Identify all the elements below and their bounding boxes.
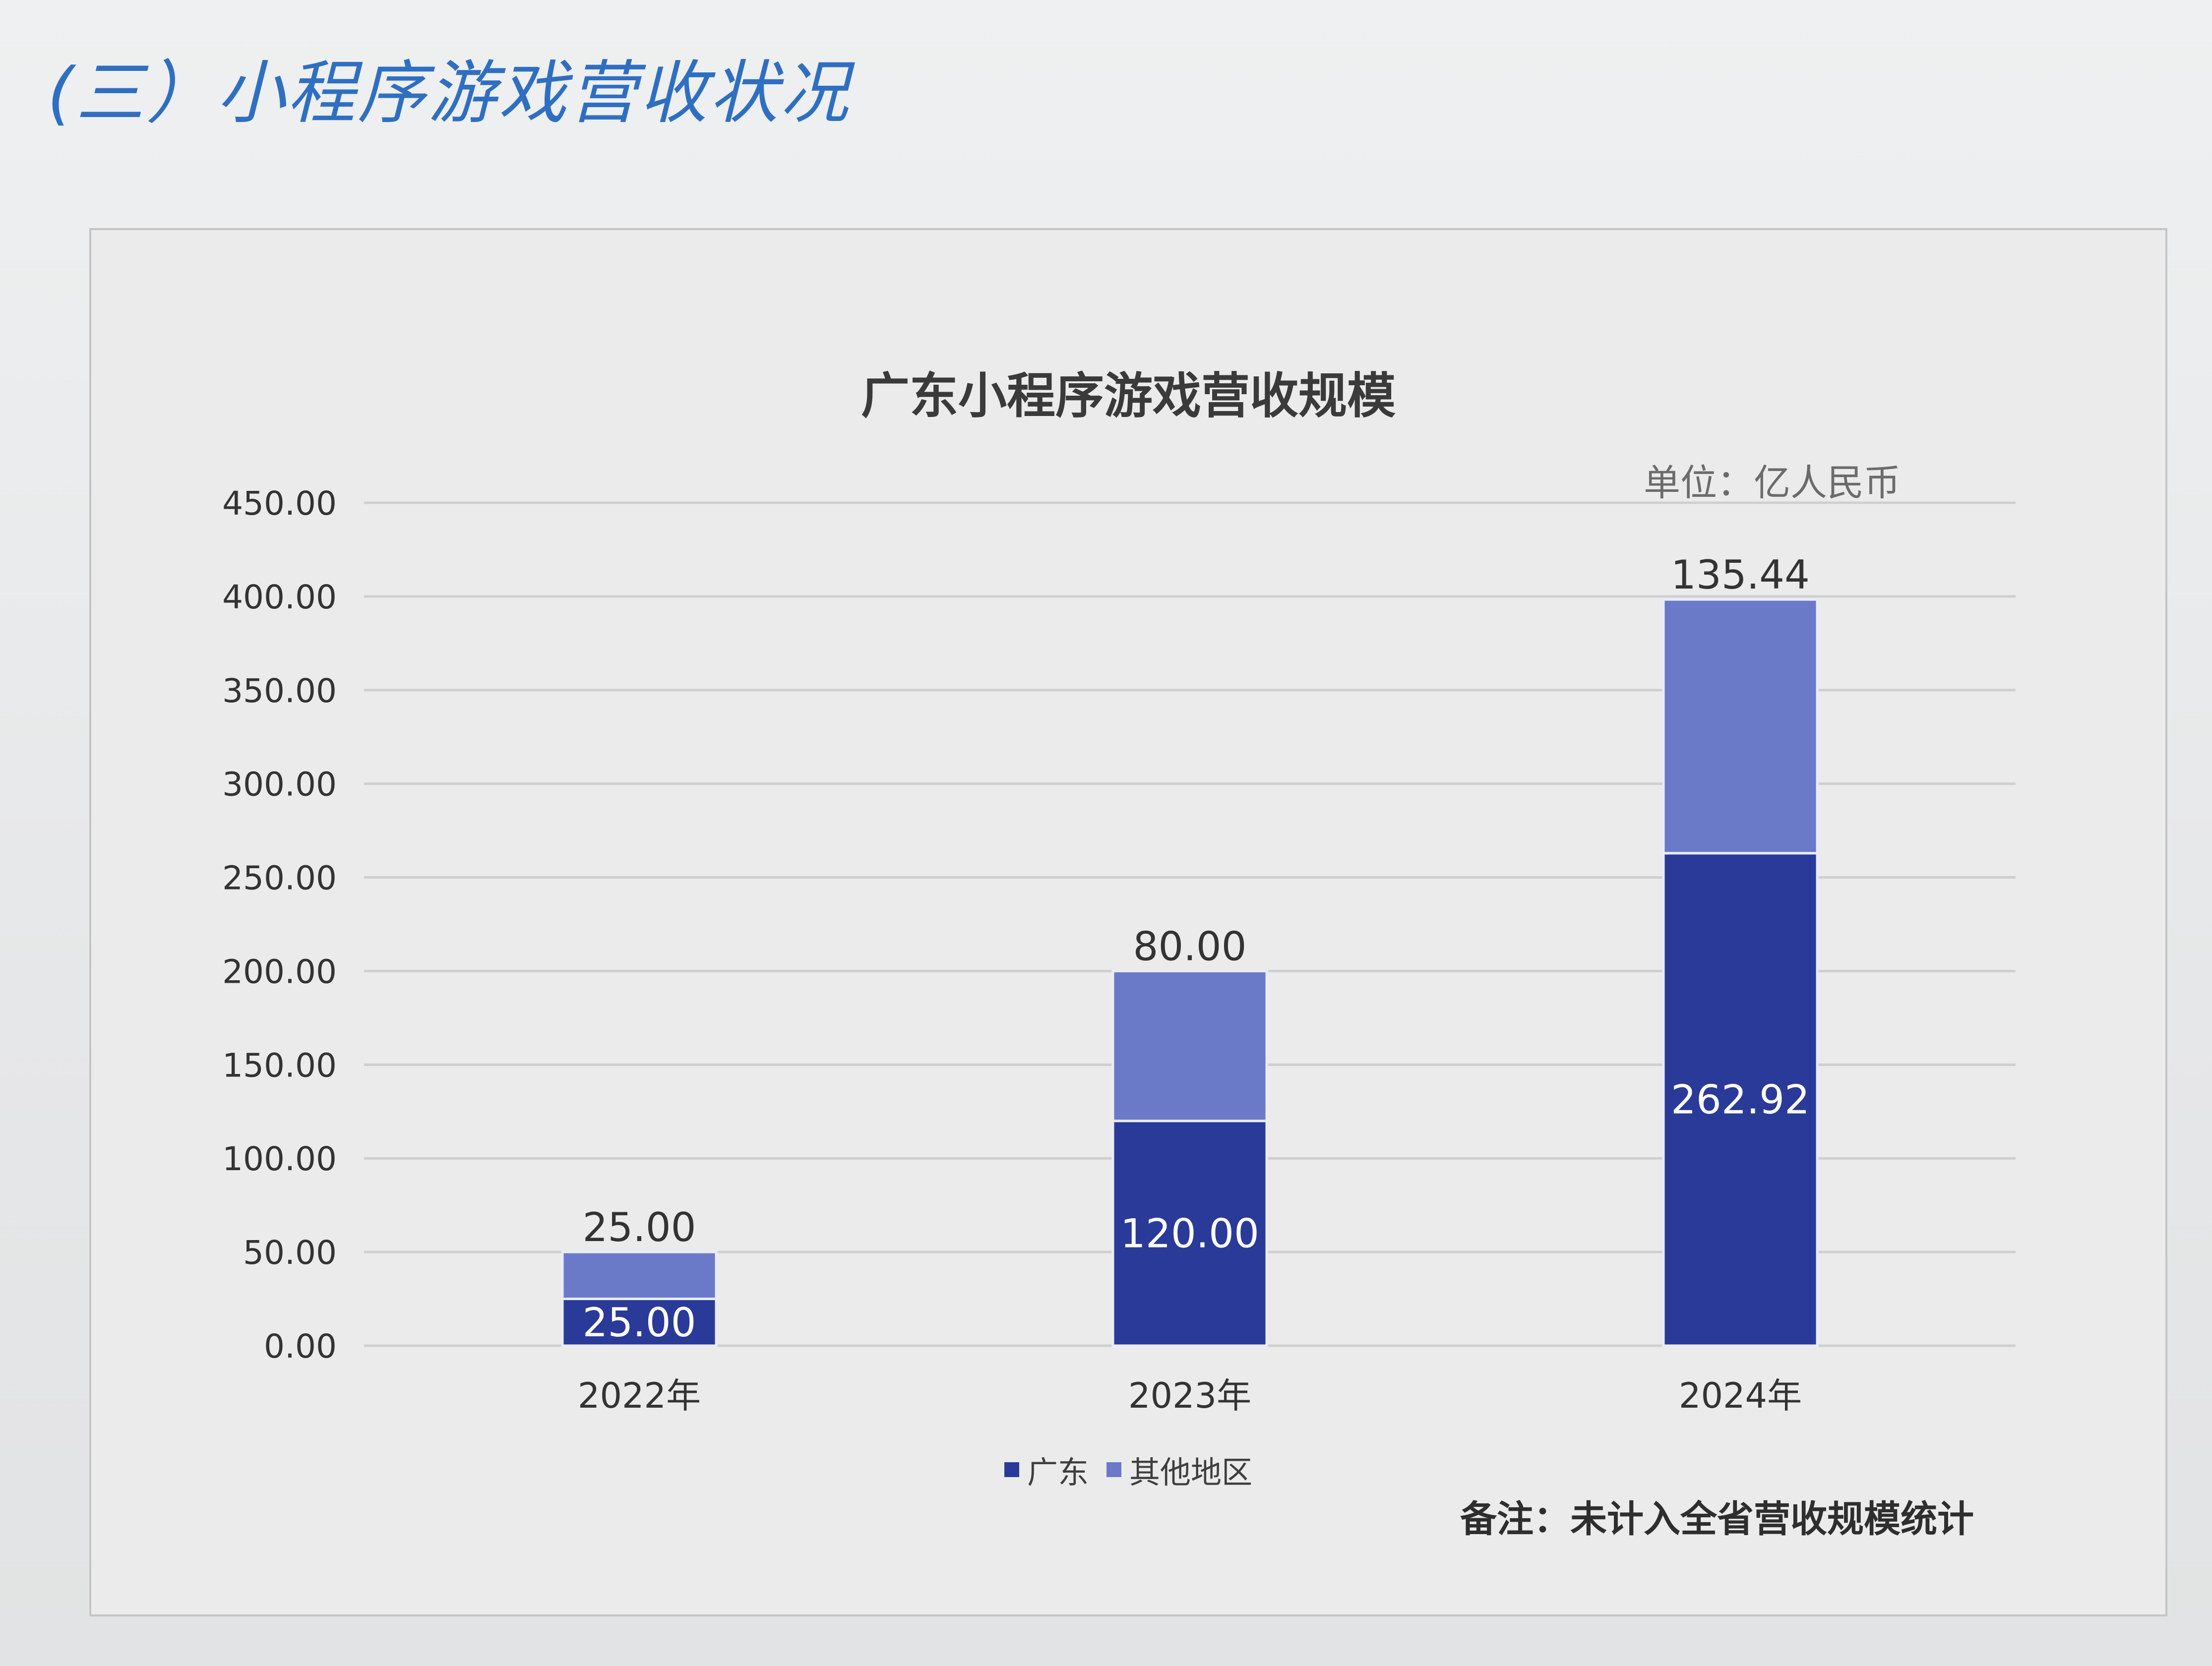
y-tick-label: 250.00 <box>222 859 337 897</box>
legend-item-other-regions: 其他地区 <box>1106 1447 1252 1492</box>
bar-other-regions <box>1111 969 1268 1123</box>
chart-legend: 广东 其他地区 <box>91 1447 2165 1492</box>
legend-label-guangdong: 广东 <box>1027 1454 1089 1490</box>
bar-other-regions <box>1662 598 1819 855</box>
bar-guangdong <box>1111 1120 1268 1347</box>
legend-swatch-other-regions <box>1106 1462 1121 1477</box>
data-label-guangdong: 25.00 <box>582 1300 696 1346</box>
chart-card: 广东小程序游戏营收规模 单位：亿人民币 0.00 50.00 100.00 150.0… <box>89 228 2167 1616</box>
bar-guangdong <box>561 1298 718 1347</box>
y-tick-label: 50.00 <box>243 1234 337 1272</box>
legend-label-other-regions: 其他地区 <box>1129 1454 1253 1490</box>
data-label-other-regions: 80.00 <box>1133 923 1246 969</box>
bar-chart: 0.00 50.00 100.00 150.00 200.00 250.00 300.00 3… <box>222 484 2016 1416</box>
y-tick-label: 200.00 <box>222 952 337 991</box>
section-heading: (三）小程序游戏营收状况 <box>47 53 851 133</box>
data-label-other-regions: 25.00 <box>582 1204 696 1250</box>
unit-label: 单位：亿人民币 <box>1644 462 1901 504</box>
chart-title: 广东小程序游戏营收规模 <box>860 368 1396 424</box>
y-tick-label: 400.00 <box>222 578 337 616</box>
y-tick-label: 450.00 <box>222 484 337 523</box>
y-tick-label: 300.00 <box>222 766 337 804</box>
legend-item-guangdong: 广东 <box>1004 1447 1089 1492</box>
y-tick-label: 0.00 <box>264 1327 337 1366</box>
bar-other-regions <box>561 1250 718 1301</box>
data-label-guangdong: 262.92 <box>1671 1076 1810 1123</box>
data-label-guangdong: 120.00 <box>1120 1210 1259 1256</box>
legend-swatch-guangdong <box>1004 1462 1019 1477</box>
x-tick-label: 2024年 <box>1679 1375 1802 1416</box>
data-label-other-regions: 135.44 <box>1671 552 1810 598</box>
y-tick-label: 150.00 <box>222 1046 337 1084</box>
y-tick-label: 100.00 <box>222 1140 337 1178</box>
x-tick-label: 2022年 <box>578 1375 701 1416</box>
y-tick-label: 350.00 <box>222 672 337 710</box>
chart-note: 备注：未计入全省营收规模统计 <box>1460 1498 1974 1541</box>
bar-guangdong <box>1662 852 1819 1347</box>
x-tick-label: 2023年 <box>1128 1375 1251 1416</box>
